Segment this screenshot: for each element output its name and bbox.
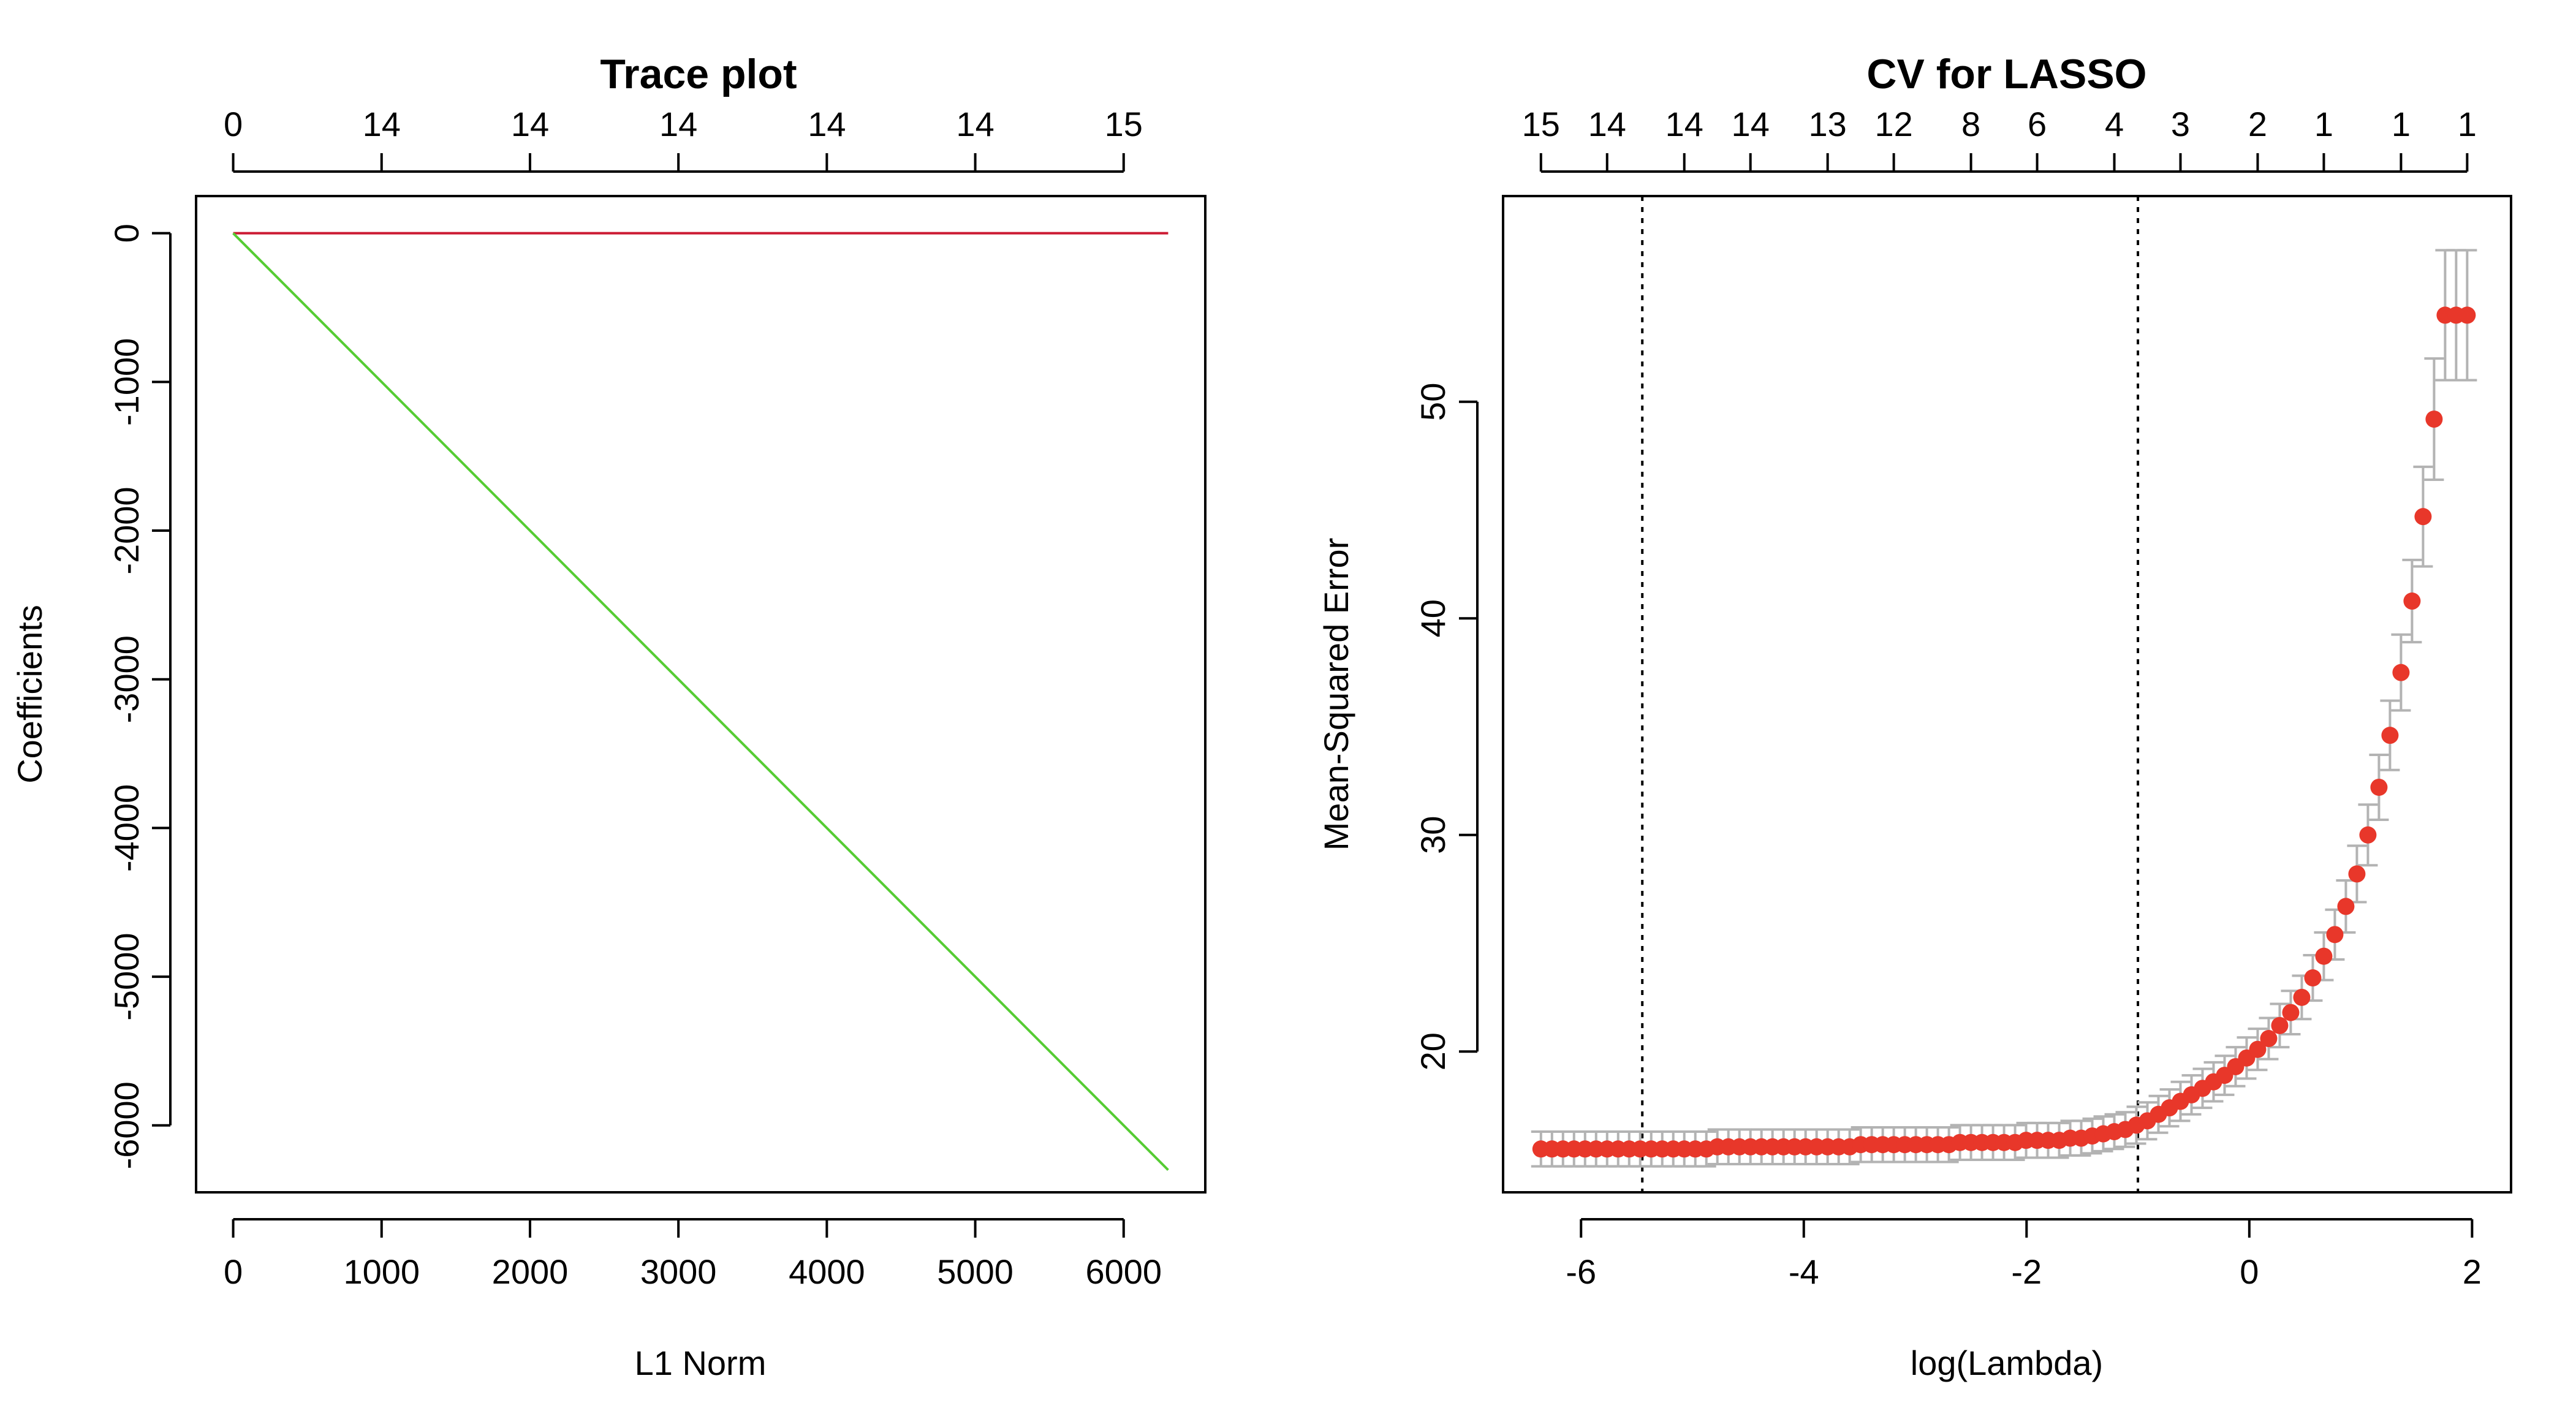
cv-lasso-point <box>2282 1004 2300 1021</box>
cv-lasso-x-label: log(Lambda) <box>1911 1344 2103 1382</box>
cv-lasso-x-tick-label: -2 <box>2011 1252 2042 1291</box>
cv-lasso-point <box>2337 898 2355 915</box>
cv-lasso-point <box>2425 411 2443 428</box>
cv-lasso-top-tick-label: 3 <box>2171 105 2190 143</box>
trace-plot-panel: Trace plot 0 1000 2000 3000 4000 5000 6000 0 14 1… <box>10 51 1207 1382</box>
trace-plot-top-tick-label: 14 <box>511 105 549 143</box>
cv-lasso-point <box>2249 1040 2267 1058</box>
trace-plot-y-tick-label: -4000 <box>107 784 146 872</box>
cv-lasso-point <box>2315 947 2333 965</box>
trace-plot-y-tick-label: -3000 <box>107 635 146 723</box>
trace-plot-top-tick-label: 14 <box>956 105 994 143</box>
cv-lasso-title: CV for LASSO <box>1866 51 2146 97</box>
trace-plot-x-tick-label: 3000 <box>640 1252 717 1291</box>
cv-lasso-top-tick-label: 1 <box>2314 105 2333 143</box>
cv-lasso-point <box>2304 969 2322 987</box>
cv-lasso-point <box>2271 1016 2289 1034</box>
trace-plot-y-tick-label: -5000 <box>107 933 146 1020</box>
cv-lasso-top-tick-label: 14 <box>1665 105 1703 143</box>
trace-plot-frame <box>195 195 1207 1194</box>
trace-plot-y-tick-label: -1000 <box>107 338 146 426</box>
cv-lasso-point <box>2326 926 2344 944</box>
trace-plot-y-tick-label: -2000 <box>107 486 146 574</box>
cv-lasso-top-tick-label: 14 <box>1732 105 1770 143</box>
cv-lasso-point <box>2293 988 2311 1006</box>
cv-lasso-top-tick-label: 4 <box>2105 105 2124 143</box>
cv-lasso-point <box>2370 778 2388 796</box>
cv-lasso-point <box>2414 508 2432 526</box>
trace-plot-series-line-2 <box>232 232 1169 1171</box>
cv-lasso-point <box>2359 826 2377 844</box>
cv-lasso-point <box>2458 306 2476 324</box>
cv-lasso-y-tick-label: 20 <box>1414 1032 1452 1070</box>
trace-plot-top-tick-label: 14 <box>363 105 401 143</box>
trace-plot-top-tick-label: 14 <box>659 105 697 143</box>
cv-lasso-x-tick-label: 2 <box>2463 1252 2482 1291</box>
cv-lasso-x-tick-label: 0 <box>2240 1252 2259 1291</box>
cv-lasso-panel: CV for LASSO -6 -4 -2 0 2 15 14 14 14 13 12 8 6 4 3 2 1 1… <box>1317 51 2512 1382</box>
cv-lasso-y-label: Mean-Squared Error <box>1317 538 1355 850</box>
cv-lasso-top-tick-label: 1 <box>2392 105 2411 143</box>
cv-lasso-x-tick-label: -4 <box>1789 1252 1819 1291</box>
trace-plot-x-label: L1 Norm <box>635 1344 767 1382</box>
trace-plot-x-tick-label: 0 <box>224 1252 243 1291</box>
trace-plot-x-tick-label: 6000 <box>1085 1252 1162 1291</box>
cv-lasso-point <box>2403 592 2421 610</box>
cv-lasso-point <box>2260 1030 2278 1048</box>
trace-plot-x-tick-label: 1000 <box>343 1252 420 1291</box>
cv-lasso-frame <box>1502 195 2512 1194</box>
cv-lasso-y-tick-label: 50 <box>1414 383 1452 421</box>
cv-lasso-y-tick-label: 30 <box>1414 816 1452 854</box>
cv-lasso-top-tick-label: 13 <box>1809 105 1847 143</box>
trace-plot-x-tick-label: 4000 <box>789 1252 865 1291</box>
cv-lasso-y-tick-label: 40 <box>1414 599 1452 637</box>
cv-lasso-top-tick-label: 2 <box>2248 105 2267 143</box>
cv-lasso-top-tick-label: 1 <box>2458 105 2477 143</box>
cv-lasso-top-tick-label: 8 <box>1961 105 1980 143</box>
trace-plot-top-tick-label: 15 <box>1105 105 1143 143</box>
trace-plot-top-tick-label: 0 <box>224 105 243 143</box>
trace-plot-x-tick-label: 5000 <box>937 1252 1013 1291</box>
cv-lasso-top-tick-label: 15 <box>1522 105 1560 143</box>
cv-lasso-point <box>2348 865 2366 883</box>
trace-plot-y-tick-label: -6000 <box>107 1081 146 1169</box>
cv-lasso-top-tick-label: 14 <box>1588 105 1626 143</box>
cv-lasso-point <box>2392 664 2410 681</box>
trace-plot-top-tick-label: 14 <box>808 105 846 143</box>
cv-lasso-point <box>2381 727 2399 744</box>
cv-lasso-top-tick-label: 12 <box>1874 105 1912 143</box>
trace-plot-y-tick-label: 0 <box>107 224 146 243</box>
trace-plot-y-label: Coefficients <box>10 605 49 784</box>
cv-lasso-top-tick-label: 6 <box>2028 105 2047 143</box>
cv-lasso-x-tick-label: -6 <box>1566 1252 1596 1291</box>
trace-plot-title: Trace plot <box>600 51 797 97</box>
trace-plot-x-tick-label: 2000 <box>492 1252 569 1291</box>
